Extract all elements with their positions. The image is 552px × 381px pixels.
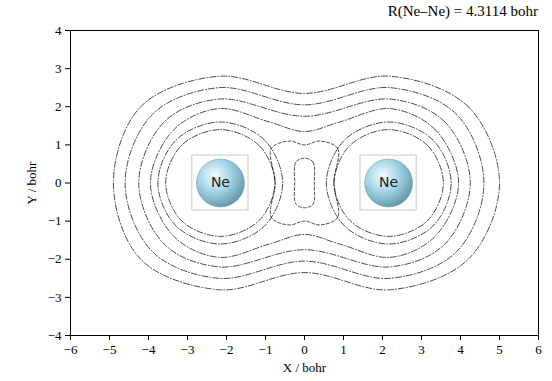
html-text:R(Ne–Ne) = 4.3114 bohr: R(Ne–Ne) = 4.3114 bohr [387, 3, 538, 19]
svg-text:−4: −4 [48, 328, 62, 343]
svg-text:5: 5 [496, 342, 503, 357]
svg-text:−4: −4 [142, 342, 156, 357]
svg-text:−2: −2 [220, 342, 234, 357]
svg-text:2: 2 [55, 99, 62, 114]
svg-text:−2: −2 [48, 251, 62, 266]
svg-text:−5: −5 [103, 342, 117, 357]
svg-text:X / bohr: X / bohr [283, 360, 327, 375]
svg-text:0: 0 [55, 175, 62, 190]
svg-text:0: 0 [301, 342, 308, 357]
svg-text:−3: −3 [181, 342, 195, 357]
svg-text:4: 4 [55, 23, 62, 38]
svg-text:2: 2 [379, 342, 386, 357]
svg-text:4: 4 [457, 342, 464, 357]
svg-text:3: 3 [418, 342, 425, 357]
svg-text:1: 1 [55, 137, 62, 152]
svg-text:−1: −1 [259, 342, 273, 357]
svg-text:−1: −1 [48, 213, 62, 228]
svg-text:Ne: Ne [379, 174, 398, 190]
svg-text:Ne: Ne [211, 174, 230, 190]
svg-text:−6: −6 [64, 342, 78, 357]
svg-text:1: 1 [340, 342, 347, 357]
svg-text:−3: −3 [48, 290, 62, 305]
svg-text:Y / bohr: Y / bohr [24, 161, 39, 205]
svg-text:3: 3 [55, 61, 62, 76]
svg-text:6: 6 [535, 342, 542, 357]
